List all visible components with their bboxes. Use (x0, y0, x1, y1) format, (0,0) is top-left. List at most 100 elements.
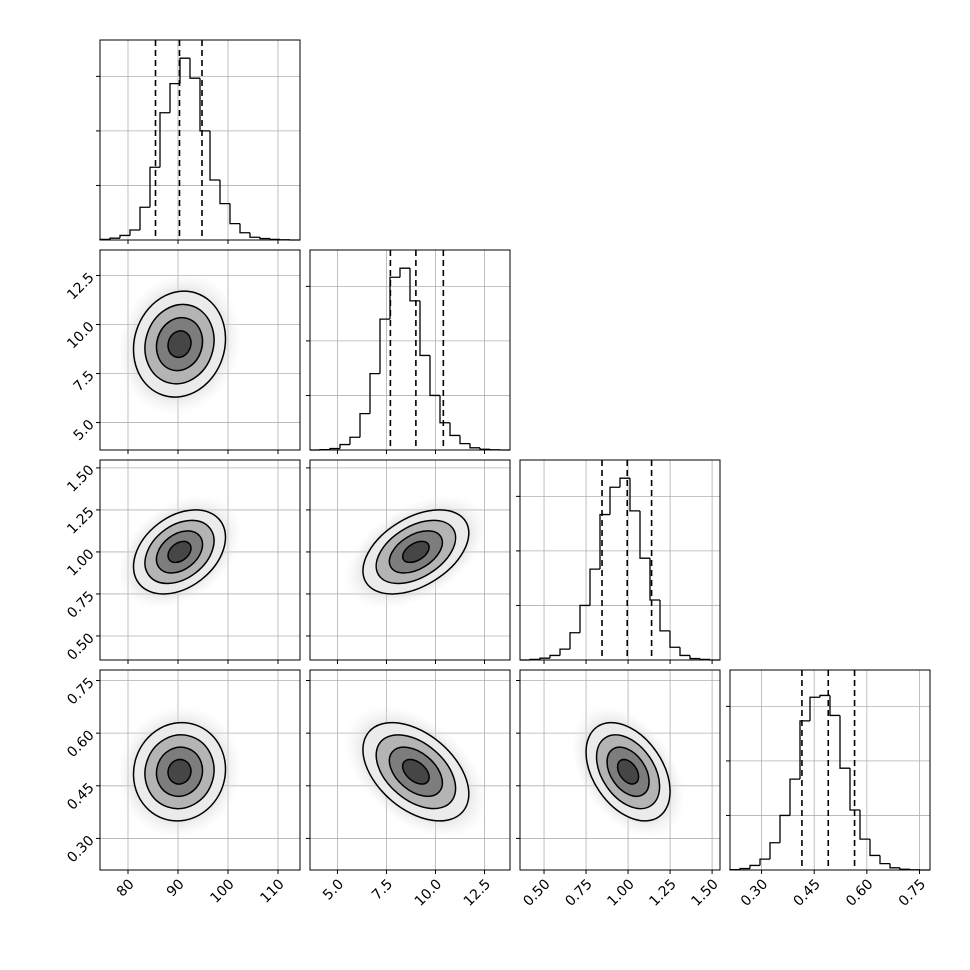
histogram-step (199, 78, 210, 132)
contour (606, 746, 650, 798)
histogram-step (549, 654, 560, 659)
contour (155, 746, 204, 798)
x-tick-label: 110 (257, 876, 287, 906)
y-tick-label: 1.00 (64, 546, 97, 579)
contour (595, 734, 661, 810)
panel-frame (99, 669, 301, 871)
histogram-step (769, 842, 780, 860)
contour (167, 540, 192, 564)
contour (144, 734, 215, 810)
histogram-step (469, 443, 480, 449)
histogram-step (789, 778, 800, 816)
histogram-step (869, 839, 880, 857)
histogram-step (839, 715, 850, 769)
y-tick-label: 7.5 (71, 368, 98, 395)
histogram-step (679, 647, 690, 657)
contour (155, 316, 204, 372)
histogram-step (749, 864, 760, 869)
histogram-step (369, 372, 380, 414)
histogram-step (229, 203, 240, 225)
histogram-step (609, 486, 620, 515)
x-tick-label: 0.75 (562, 876, 595, 909)
panel-frame (519, 669, 721, 871)
y-tick-label: 0.50 (64, 630, 97, 663)
histogram-step (859, 810, 870, 840)
histogram-step (569, 632, 580, 650)
contour (144, 303, 215, 385)
histogram-step (329, 447, 340, 450)
panel-frame (309, 669, 511, 871)
contour (388, 530, 444, 574)
panel-frame (99, 249, 301, 451)
histogram-step (139, 206, 150, 230)
x-tick-label: 0.45 (791, 876, 824, 909)
x-tick-label: 12.5 (461, 876, 494, 909)
histogram-step (889, 863, 900, 869)
histogram-step (699, 658, 710, 661)
histogram-step (149, 166, 160, 208)
histogram-step (759, 858, 770, 866)
density-fill (168, 541, 192, 563)
y-tick-label: 1.25 (64, 504, 97, 537)
histogram-step (409, 268, 420, 302)
y-tick-label: 0.60 (64, 728, 97, 761)
contour (132, 290, 227, 398)
histogram-step (599, 513, 610, 570)
panel-frame (99, 39, 301, 241)
contour (132, 509, 227, 595)
x-tick-label: 0.60 (843, 876, 876, 909)
histogram-step (809, 696, 820, 721)
contour (167, 758, 192, 785)
density-fill (168, 759, 192, 785)
histogram-step (659, 600, 670, 632)
histogram-step (879, 855, 890, 865)
y-tick-label: 0.45 (64, 780, 97, 813)
contour (616, 758, 640, 785)
histogram-step (579, 604, 590, 633)
contour (375, 519, 457, 585)
histogram-step (109, 237, 120, 240)
x-tick-label: 90 (164, 876, 188, 900)
contour (388, 746, 444, 798)
histogram-step (459, 435, 470, 445)
histogram-step (539, 657, 550, 660)
contour (401, 758, 430, 785)
histogram-step (689, 655, 700, 660)
histogram-step (669, 630, 680, 648)
contour (401, 540, 430, 564)
contour (167, 330, 192, 359)
y-tick-label: 0.75 (64, 588, 97, 621)
contour (132, 721, 227, 822)
y-tick-label: 0.30 (64, 833, 97, 866)
contour (375, 734, 457, 810)
histogram-step (449, 422, 460, 437)
histogram-step (169, 82, 180, 113)
histogram-step (379, 318, 390, 374)
histogram-step (439, 395, 450, 424)
contour (144, 519, 215, 585)
histogram-step (649, 558, 660, 601)
x-tick-label: 1.25 (646, 876, 679, 909)
histogram-step (899, 867, 910, 870)
x-tick-label: 1.00 (604, 876, 637, 909)
histogram-step (829, 695, 840, 717)
panel-frame (519, 459, 721, 661)
y-tick-label: 10.0 (64, 319, 97, 352)
histogram-step (389, 276, 400, 320)
x-tick-label: 80 (114, 876, 138, 900)
density-fill (168, 330, 192, 358)
y-tick-label: 0.75 (64, 675, 97, 708)
histogram-step (849, 768, 860, 811)
y-tick-label: 12.5 (64, 270, 97, 303)
y-tick-label: 1.50 (64, 462, 97, 495)
histogram-step (419, 300, 430, 357)
contour (585, 721, 671, 822)
histogram-step (159, 112, 170, 168)
x-tick-label: 10.0 (412, 876, 445, 909)
histogram-step (399, 267, 410, 278)
histogram-step (119, 234, 130, 239)
x-tick-label: 7.5 (369, 876, 396, 903)
histogram-step (629, 478, 640, 512)
x-tick-label: 0.30 (738, 876, 771, 909)
